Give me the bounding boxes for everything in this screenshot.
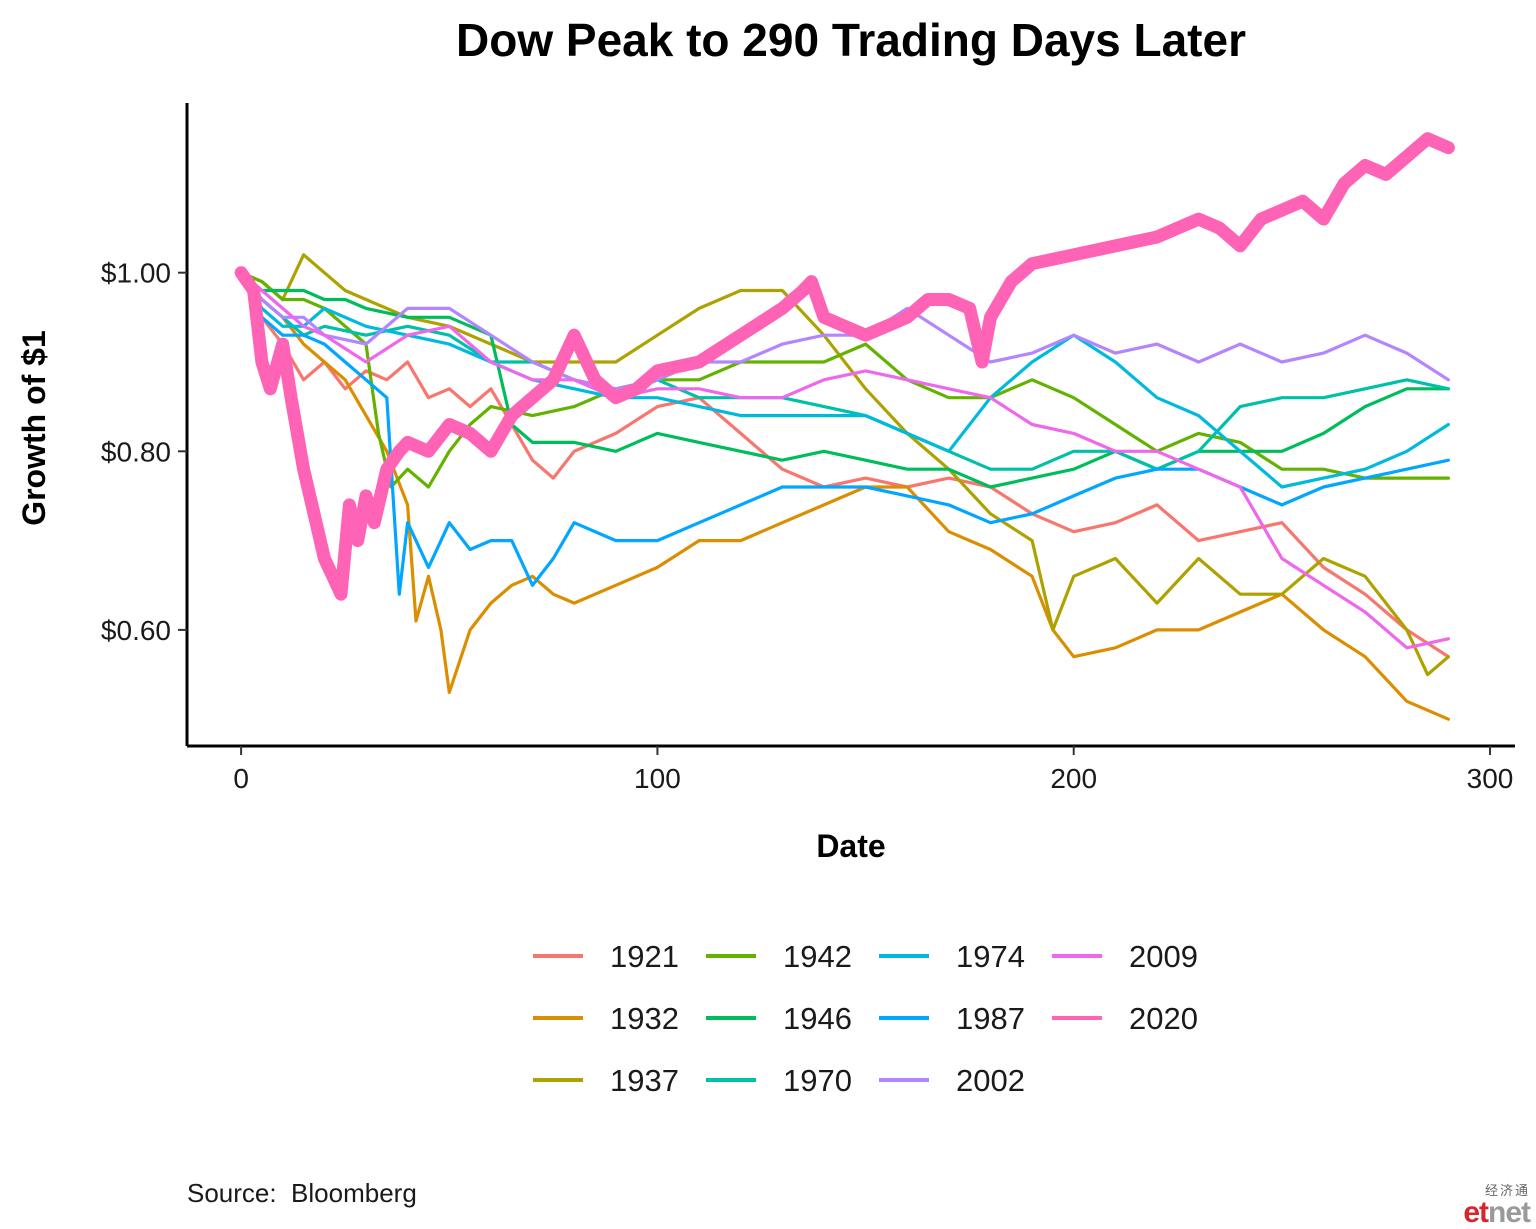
x-tick-label: 300 (1467, 763, 1514, 794)
legend-label-2020: 2020 (1129, 1001, 1198, 1036)
legend: 1921 1932 1937 1942 1946 1970 1974 1987 2002 2009… (533, 939, 1198, 1098)
legend-label-2002: 2002 (956, 1063, 1025, 1098)
legend-label-1942: 1942 (783, 939, 852, 974)
series-lines (234, 132, 1455, 721)
legend-label-1974: 1974 (956, 939, 1025, 974)
series-line-2009 (239, 271, 1451, 650)
series-line-2020 (234, 132, 1455, 601)
series-line-1974 (239, 271, 1451, 489)
legend-label-1932: 1932 (610, 1001, 679, 1036)
logo-chinese-text: 经济通 (1484, 1184, 1530, 1199)
etnet-logo: 经济通 etnet (1463, 1180, 1531, 1229)
legend-label-1970: 1970 (783, 1063, 852, 1098)
x-tick-label: 100 (634, 763, 681, 794)
series-line-1970 (239, 271, 1451, 471)
legend-label-2009: 2009 (1129, 939, 1198, 974)
axes: 0 100 200 300 $0.60 $0.80 $1.00 (101, 103, 1515, 794)
y-tick-label: $0.60 (101, 615, 171, 646)
y-tick-label: $0.80 (101, 436, 171, 467)
x-tick-label: 200 (1050, 763, 1097, 794)
y-axis-title: Growth of $1 (16, 330, 52, 526)
legend-label-1987: 1987 (956, 1001, 1025, 1036)
logo-et: et (1463, 1196, 1489, 1229)
y-tick-label: $1.00 (101, 258, 171, 289)
legend-label-1946: 1946 (783, 1001, 852, 1036)
source-note: Source: Bloomberg (187, 1178, 417, 1208)
logo-net: net (1488, 1196, 1531, 1229)
series-line-2002 (239, 271, 1451, 391)
series-line-1946 (239, 271, 1451, 489)
series-line-1987 (239, 271, 1451, 596)
chart-title: Dow Peak to 290 Trading Days Later (456, 14, 1246, 66)
x-tick-label: 0 (233, 763, 249, 794)
legend-label-1937: 1937 (610, 1063, 679, 1098)
x-axis-title: Date (816, 828, 885, 864)
legend-label-1921: 1921 (610, 939, 679, 974)
